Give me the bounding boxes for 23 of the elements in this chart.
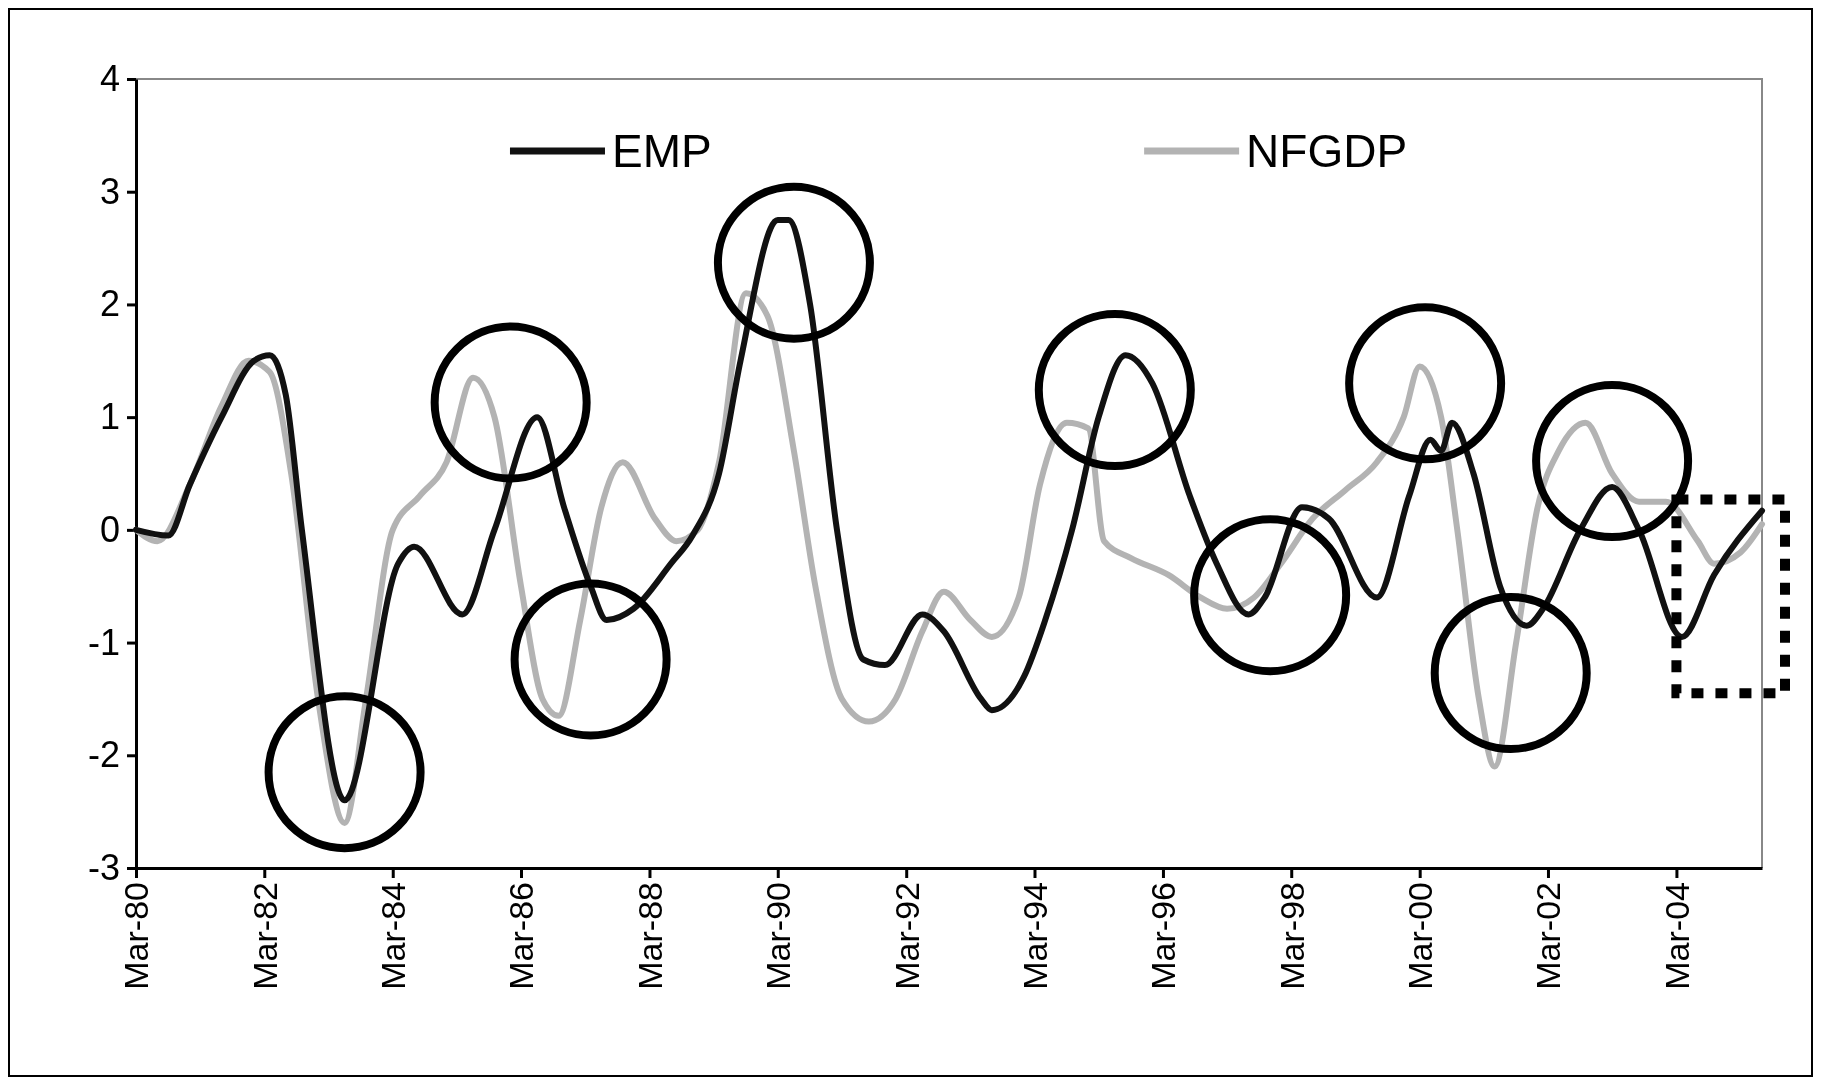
x-tick-label: Mar-84: [374, 882, 413, 990]
legend-label: EMP: [611, 125, 712, 178]
x-tick-label: Mar-80: [117, 882, 156, 990]
x-tick-label: Mar-90: [759, 882, 798, 990]
x-tick-label: Mar-94: [1015, 882, 1054, 990]
x-tick-label: Mar-98: [1272, 882, 1311, 990]
y-tick-label: 2: [99, 283, 120, 325]
x-tick-label: Mar-96: [1144, 882, 1183, 990]
x-tick-label: Mar-82: [245, 882, 284, 990]
y-tick-label: 3: [99, 170, 120, 212]
x-tick-label: Mar-00: [1401, 882, 1440, 990]
y-tick-label: 1: [99, 396, 120, 438]
y-tick-label: -1: [87, 621, 120, 663]
legend-label: NFGDP: [1246, 125, 1408, 178]
x-tick-label: Mar-92: [887, 882, 926, 990]
x-tick-label: Mar-02: [1529, 882, 1568, 990]
y-tick-label: 0: [99, 508, 120, 550]
y-tick-label: 4: [99, 58, 120, 100]
y-tick-label: -3: [87, 847, 120, 889]
x-tick-label: Mar-88: [630, 882, 669, 990]
x-tick-label: Mar-04: [1657, 882, 1696, 990]
y-tick-label: -2: [87, 734, 120, 776]
x-tick-label: Mar-86: [502, 882, 541, 990]
